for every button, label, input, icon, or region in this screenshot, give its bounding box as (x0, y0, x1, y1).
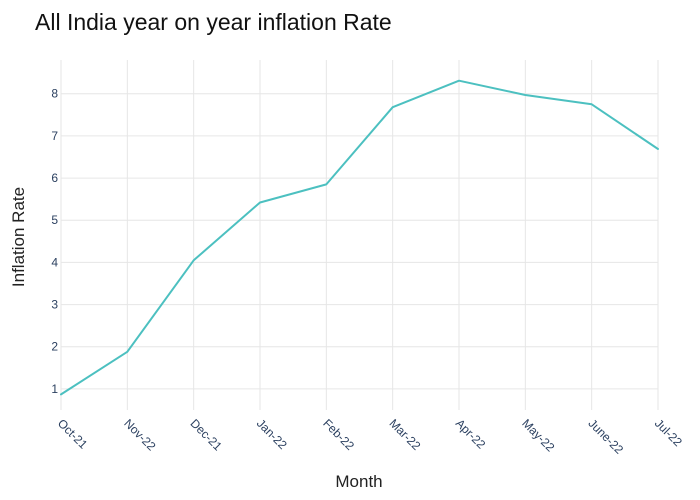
x-gridlines (60, 60, 659, 410)
y-tick-label: 1 (51, 382, 58, 396)
y-axis-ticks: 1 2 3 4 5 6 7 8 (51, 87, 58, 396)
x-tick-label: Dec-21 (188, 416, 225, 453)
x-tick-label: Jul-22 (652, 416, 685, 449)
y-tick-label: 8 (51, 87, 58, 101)
y-tick-label: 5 (51, 213, 58, 227)
series-line (60, 79, 659, 396)
y-tick-label: 7 (51, 129, 58, 143)
y-tick-label: 2 (51, 340, 58, 354)
y-tick-label: 3 (51, 298, 58, 312)
x-tick-label: Mar-22 (387, 416, 424, 453)
x-tick-label: May-22 (519, 416, 557, 454)
x-tick-label: Jan-22 (254, 416, 290, 452)
y-axis-title: Inflation Rate (9, 187, 28, 287)
y-tick-label: 6 (51, 171, 58, 185)
x-axis-ticks: Oct-21 Nov-22 Dec-21 Jan-22 Feb-22 Mar-22 Apr-… (55, 416, 685, 457)
y-tick-label: 4 (51, 255, 58, 269)
series-layer (60, 79, 659, 396)
x-axis-title: Month (335, 472, 382, 491)
chart-title: All India year on year inflation Rate (35, 9, 392, 35)
x-tick-label: Apr-22 (453, 416, 489, 452)
x-tick-label: Nov-22 (121, 416, 158, 453)
x-tick-label: Oct-21 (55, 416, 91, 452)
x-tick-label: June-22 (586, 416, 627, 457)
y-gridlines (61, 93, 658, 390)
x-tick-label: Feb-22 (320, 416, 357, 453)
